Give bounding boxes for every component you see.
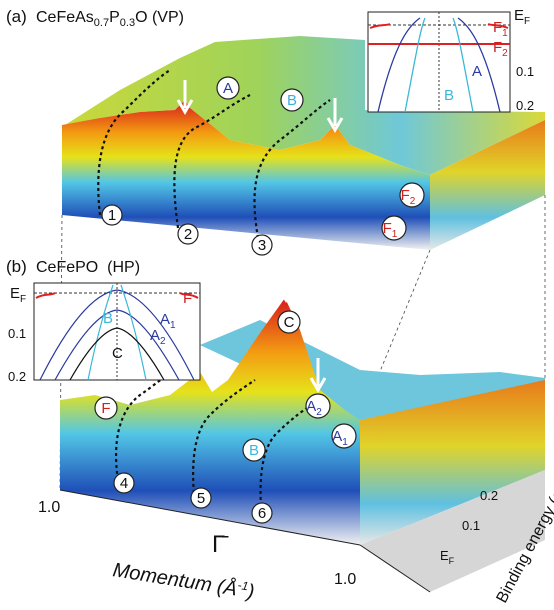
panel-b: (b) CeFePO (HP) C A2 A1 B F 4 5 6 EF F 0… [6, 257, 545, 593]
surface-front [60, 298, 360, 545]
inset-label: F1 [493, 19, 508, 39]
inset-label: A1 [160, 311, 176, 331]
cut-label: 3 [258, 237, 266, 254]
cut-line [192, 379, 256, 506]
cut-line [97, 69, 171, 216]
band-a [377, 17, 501, 113]
arrow [309, 358, 327, 393]
panel-label: (b) [6, 257, 27, 276]
feature-marker [94, 396, 118, 420]
feature-label: A1 [332, 428, 348, 448]
cut-line [253, 99, 331, 239]
feature-marker [277, 310, 301, 334]
inset-label: A [472, 63, 482, 80]
inset-label: A2 [150, 327, 166, 347]
feature-label: F [101, 400, 110, 417]
momentum-tick: 1.0 [38, 499, 60, 516]
cut-label: 6 [258, 505, 266, 522]
energy-tick: EF [440, 548, 455, 566]
band-a2 [54, 309, 180, 381]
feature-label: A [223, 80, 233, 97]
feature-label: F2 [401, 187, 416, 207]
surface-front [62, 100, 430, 250]
cut-label: 1 [108, 207, 116, 224]
feature-label: F1 [383, 220, 398, 240]
energy-floor [360, 470, 545, 592]
cut-line [259, 399, 321, 519]
feature-marker [280, 88, 304, 112]
inset-tick: EF [10, 285, 26, 305]
feature-label: B [249, 442, 259, 459]
band-f [35, 292, 199, 299]
band-f1 [369, 23, 509, 29]
sample-title: CeFePO (HP) [36, 259, 140, 276]
momentum-label: Momentum (Å-1) [111, 558, 256, 603]
feature-marker [381, 215, 407, 241]
feature-marker [216, 76, 240, 100]
feature-marker [331, 423, 357, 449]
inset-tick: 0.1 [516, 64, 534, 79]
feature-marker [399, 182, 425, 208]
inset-label: F [183, 290, 192, 307]
feature-label: C [284, 314, 295, 331]
cut-line [114, 367, 181, 481]
axis-line [359, 544, 431, 593]
feature-label: A2 [306, 398, 322, 418]
inset-tick: 0.2 [8, 369, 26, 384]
cut-marker [251, 234, 273, 256]
inset-label: F2 [493, 39, 508, 59]
arrow [176, 80, 194, 115]
inset-label: C [112, 345, 123, 362]
band-c [69, 327, 165, 381]
surface-top [65, 36, 545, 175]
cut-marker [190, 487, 212, 509]
inset-label: B [444, 87, 454, 104]
band-a1 [39, 289, 195, 381]
inset-tick: EF [514, 7, 530, 27]
panel-label: (a) [6, 7, 27, 26]
inset-label: B [103, 310, 113, 327]
momentum-tick: 1.0 [334, 571, 356, 588]
surface-side [360, 380, 545, 545]
feature-marker [242, 438, 266, 462]
inset-tick: 0.1 [8, 326, 26, 341]
arrow [326, 98, 344, 133]
cut-marker [101, 204, 123, 226]
inset-tick: 0.2 [516, 98, 534, 113]
cut-label: 4 [120, 475, 128, 492]
cut-marker [251, 502, 273, 524]
cut-label: 5 [197, 490, 205, 507]
feature-label: B [287, 92, 297, 109]
band-b [87, 284, 147, 381]
surface-side [430, 120, 545, 250]
energy-tick: 0.2 [480, 488, 498, 503]
panel-a: (a) CeFeAs0.7P0.3O (VP) A B F2 F1 1 2 3 … [6, 7, 545, 256]
cut-marker [113, 472, 135, 494]
band-b [404, 17, 474, 113]
cut-label: 2 [184, 226, 192, 243]
momentum-tick: Γ̄ [212, 531, 229, 558]
arrow [277, 268, 295, 303]
axis-line [59, 489, 361, 546]
energy-tick: 0.1 [462, 518, 480, 533]
feature-marker [305, 393, 331, 419]
cut-marker [177, 223, 199, 245]
sample-title: CeFeAs0.7P0.3O (VP) [36, 9, 184, 29]
